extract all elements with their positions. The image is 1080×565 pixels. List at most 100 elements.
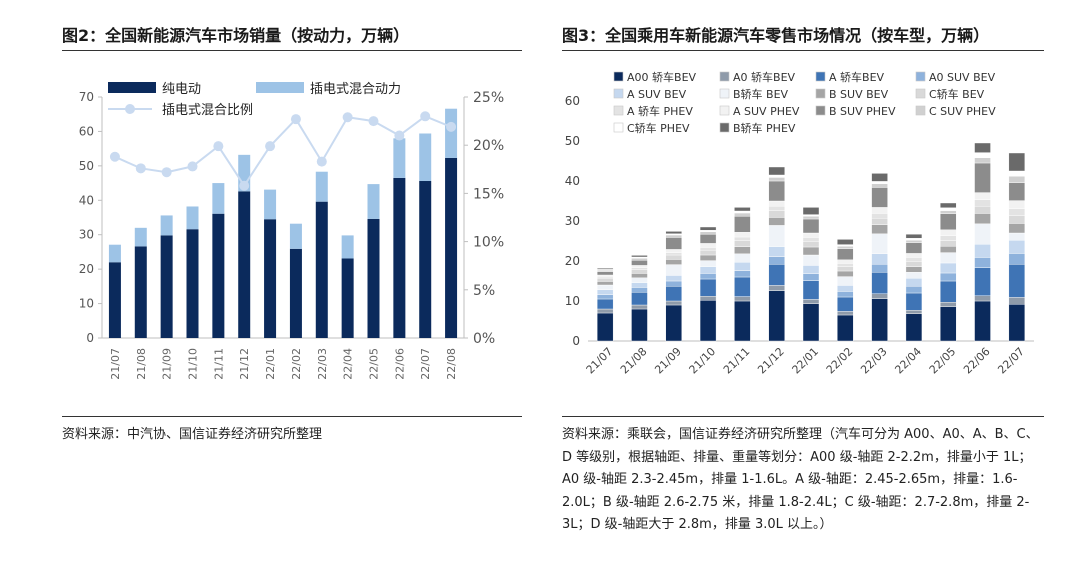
bar-segment	[699, 260, 717, 267]
bar-segment	[631, 273, 648, 278]
bar-segment	[596, 269, 614, 272]
legend-swatch	[915, 88, 926, 99]
y-left-tick-label: 10	[79, 297, 94, 311]
ratio-point	[109, 151, 120, 162]
bar-segment	[212, 183, 225, 214]
x-tick-label: 21/10	[687, 345, 719, 377]
bar-segment	[905, 233, 923, 239]
legend-label: B SUV PHEV	[829, 105, 896, 118]
bar-segment	[186, 206, 199, 230]
bar-segment	[734, 240, 751, 247]
bar-segment	[802, 237, 820, 242]
bar-segment	[341, 235, 354, 259]
legend-swatch	[719, 71, 730, 82]
bar-segment	[734, 212, 751, 217]
x-tick-label: 22/02	[824, 345, 856, 377]
bar-segment	[905, 309, 923, 314]
bar-segment	[940, 240, 957, 247]
bar-segment	[238, 191, 251, 338]
bar-segment	[974, 223, 991, 245]
bar-segment	[631, 291, 648, 306]
bar-segment	[940, 262, 957, 274]
y-left-tick-label: 0	[86, 331, 94, 345]
legend-label: B轿车 BEV	[733, 87, 789, 101]
legend-swatch	[719, 88, 730, 99]
bar-segment	[665, 264, 682, 276]
ratio-point	[135, 163, 146, 174]
bar-segment	[974, 192, 991, 201]
bar-segment	[596, 277, 614, 282]
bar-segment	[665, 254, 682, 260]
bar-segment	[699, 254, 717, 261]
bar-segment	[734, 231, 751, 238]
bar-segment	[393, 138, 406, 178]
legend-label: B SUV BEV	[829, 88, 889, 101]
x-tick-label: 21/08	[618, 345, 650, 377]
figure-3-top-rule	[562, 50, 1044, 51]
bar-segment	[699, 249, 717, 256]
bar-segment	[596, 271, 614, 276]
legend-swatch	[613, 71, 624, 82]
figure-3-chart: 0 10 20 30 40 50 60 21/07 21/08 21/09 21/10 21/11 21…	[565, 70, 1034, 377]
bar-segment	[974, 205, 991, 214]
x-tick-label: 21/12	[238, 348, 251, 380]
bar-segment	[768, 200, 785, 207]
bar-segment	[837, 263, 854, 267]
x-tick-label: 22/05	[368, 348, 381, 380]
bar-segment	[108, 244, 121, 263]
bar-segment	[699, 273, 717, 280]
bar-segment	[734, 215, 751, 233]
bar-segment	[734, 210, 751, 214]
bar-segment	[699, 278, 717, 297]
legend-swatch	[815, 71, 826, 82]
bar-segment	[871, 263, 888, 273]
bar-segment	[699, 243, 717, 248]
ratio-point	[342, 112, 353, 123]
bar-segment	[665, 304, 682, 342]
bar-segment	[940, 272, 957, 282]
bar-segment	[974, 152, 991, 158]
bar-segment	[768, 290, 785, 342]
bar-segment	[1008, 200, 1026, 209]
bar-segment	[734, 207, 751, 212]
bar-segment	[871, 293, 888, 299]
bar-segment	[940, 202, 957, 209]
legend-label: A SUV PHEV	[733, 105, 800, 118]
bar-segment	[1008, 208, 1026, 217]
bar-segment	[905, 253, 923, 258]
bar-segment	[905, 242, 923, 254]
bar-segment	[974, 162, 991, 193]
bar-segment	[445, 157, 458, 338]
x-tick-label: 22/01	[790, 345, 822, 377]
bar-segment	[802, 280, 820, 300]
y-tick-label: 60	[565, 94, 580, 108]
bar-segment	[905, 237, 923, 241]
figure-3-bottom-rule	[562, 416, 1044, 417]
bar-segment	[419, 181, 432, 338]
y-tick-label: 30	[565, 214, 580, 228]
bar-segment	[665, 280, 682, 287]
bar-segment	[596, 267, 614, 270]
bar-segment	[768, 180, 785, 202]
x-tick-label: 22/07	[419, 348, 432, 380]
x-tick-label: 22/03	[858, 345, 890, 377]
bar-segment	[315, 171, 328, 202]
legend-swatch	[815, 105, 826, 116]
x-tick-label: 21/07	[584, 345, 616, 377]
bar-segment	[802, 207, 820, 215]
legend-label: A 轿车 PHEV	[627, 104, 693, 118]
bar-segment	[837, 285, 854, 292]
bar-segment	[905, 277, 923, 287]
bar-segment	[134, 227, 147, 247]
y-left-tick-label: 70	[79, 90, 94, 104]
bar-segment	[940, 280, 957, 303]
x-tick-label: 21/07	[109, 348, 122, 380]
legend-swatch	[915, 71, 926, 82]
bar-segment	[699, 231, 717, 235]
bar-segment	[940, 235, 957, 241]
bar-segment	[665, 259, 682, 265]
legend-label: A0 轿车BEV	[733, 70, 796, 84]
legend-label: A0 SUV BEV	[929, 71, 996, 84]
x-tick-label: 22/04	[342, 348, 355, 380]
bar-segment	[665, 252, 682, 256]
